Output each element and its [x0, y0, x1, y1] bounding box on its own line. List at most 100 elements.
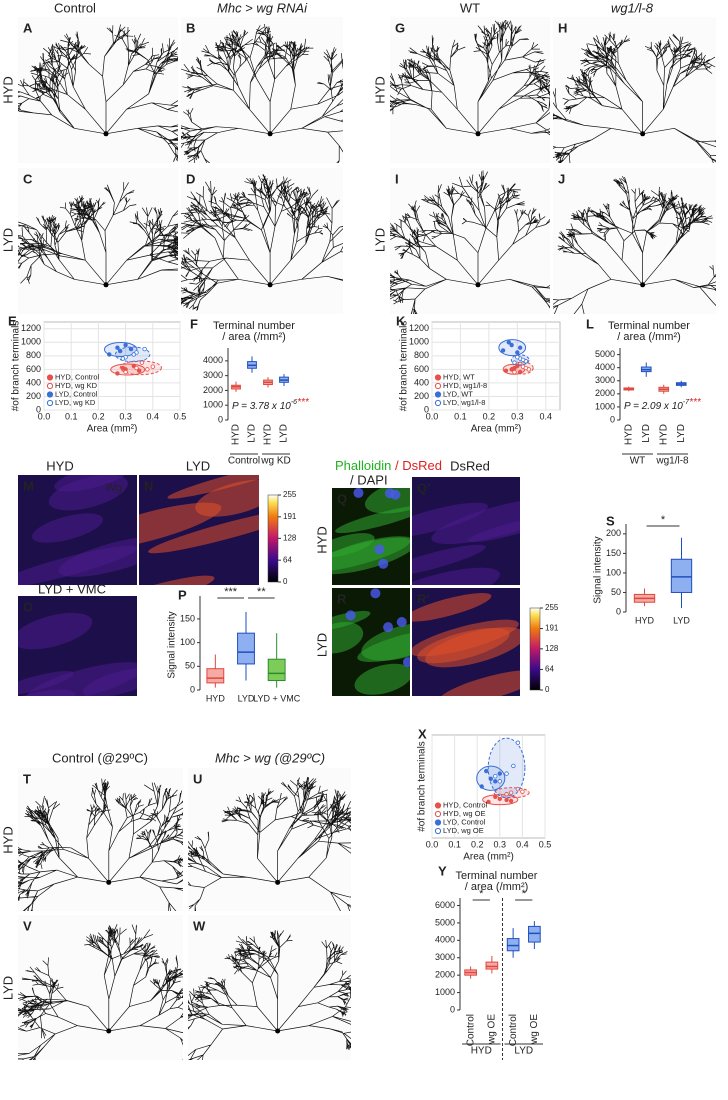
y-tick-label: 100: [606, 567, 621, 577]
x-tick-label: Control: [508, 1014, 519, 1046]
y-tick-label: 4000: [595, 362, 615, 372]
dendrite: [18, 778, 183, 911]
row-label: HYD: [0, 826, 15, 853]
image-bg: [18, 17, 178, 163]
panel-letter: R: [337, 591, 347, 606]
y-tick-label: 200: [414, 391, 429, 401]
soma: [106, 1028, 112, 1034]
image-label: Phalloidin / DsRed: [335, 458, 442, 473]
image-label: / DAPI: [350, 472, 388, 487]
texture: [335, 505, 410, 534]
texture: [139, 502, 222, 551]
point: [493, 779, 498, 784]
x-tick-label: 0.1: [65, 411, 78, 421]
point: [479, 784, 484, 789]
panel-letter: F: [190, 316, 198, 331]
point: [506, 340, 511, 345]
image-label: Wg: [106, 482, 123, 494]
row-label: HYD: [372, 76, 387, 103]
y-tick-label: 2000: [203, 385, 223, 395]
panel-letter: I: [395, 171, 399, 186]
image-panel: G: [390, 17, 550, 163]
texture: [354, 663, 410, 695]
x-tick-label: 0.1: [454, 411, 467, 421]
y-tick-label: 2000: [595, 388, 615, 398]
sig-label: *: [522, 888, 527, 900]
nucleus: [384, 488, 395, 499]
point: [512, 360, 517, 365]
legend-marker: [434, 374, 442, 381]
panel-letter: C: [23, 171, 33, 186]
image-label: Control (@29ºC): [52, 750, 148, 765]
soma: [640, 131, 646, 137]
point: [120, 365, 126, 371]
image-panel: R': [412, 588, 520, 696]
column-header: wg1/l-8: [611, 0, 654, 15]
image-bg: [553, 17, 716, 163]
y-tick-label: 100: [180, 637, 195, 647]
point: [493, 794, 498, 799]
texture: [425, 627, 520, 668]
box: [670, 558, 693, 593]
box: [506, 938, 520, 952]
y-tick-label: 0: [610, 414, 615, 424]
image-panel: B: [181, 17, 343, 163]
x-tick-label: LYD: [676, 424, 687, 443]
point: [504, 797, 509, 803]
dendrite: [188, 929, 351, 1060]
tick-label: 255: [283, 490, 297, 499]
sig-label: *: [479, 888, 484, 900]
texture: [364, 488, 410, 514]
panel-letter: R': [417, 591, 429, 606]
tick-label: 128: [283, 533, 297, 542]
y-tick-label: 3000: [435, 952, 455, 962]
image-panel: D: [181, 168, 343, 314]
sig-label: **: [257, 586, 266, 598]
y-axis-label: #of branch terminals: [417, 741, 428, 832]
legend-label: HYD, wg KD: [55, 381, 98, 390]
legend-marker: [434, 827, 442, 835]
point: [150, 364, 155, 369]
x-tick-label: 0.5: [539, 839, 552, 849]
sig-label: *: [661, 514, 666, 526]
y-tick-label: 0: [218, 414, 223, 424]
annotation-exponent: -7: [683, 399, 690, 406]
x-tick-label: LYD: [238, 693, 255, 703]
legend-marker: [434, 399, 442, 407]
column-header: WT: [460, 0, 480, 15]
y-tick-label: 200: [606, 528, 621, 538]
y-tick-label: 400: [414, 377, 429, 387]
point: [517, 345, 523, 350]
chart-title: / area (/mm²): [465, 881, 529, 893]
texture: [412, 567, 500, 585]
point: [488, 776, 493, 781]
point: [115, 345, 120, 350]
sig-label: ***: [224, 586, 238, 598]
point: [508, 790, 514, 795]
dendrite: [18, 24, 178, 163]
point: [504, 771, 509, 776]
texture: [332, 621, 364, 654]
nucleus: [374, 544, 385, 555]
group-label: wg KD: [260, 456, 290, 467]
texture: [412, 593, 492, 622]
chart-title: / area (/mm²): [617, 331, 681, 343]
image-panel: O: [18, 596, 137, 696]
annotation-stars: ***: [297, 397, 310, 408]
x-tick-label: 0.0: [426, 411, 439, 421]
point: [497, 779, 502, 784]
label-part: Phalloidin: [335, 458, 391, 473]
point: [515, 740, 521, 745]
y-tick-label: 1000: [409, 337, 429, 347]
x-tick-label: HYD: [658, 424, 669, 445]
legend-label: LYD, WT: [443, 389, 473, 398]
legend-label: LYD, wg KD: [55, 398, 96, 407]
column-header: Control: [54, 0, 96, 15]
panel-letter: G: [395, 20, 405, 35]
annotation-text: P = 2.09 x 10: [624, 401, 683, 412]
texture: [438, 669, 520, 696]
colorbar: [529, 607, 541, 691]
tick-label: 64: [545, 665, 554, 674]
point: [493, 774, 498, 779]
